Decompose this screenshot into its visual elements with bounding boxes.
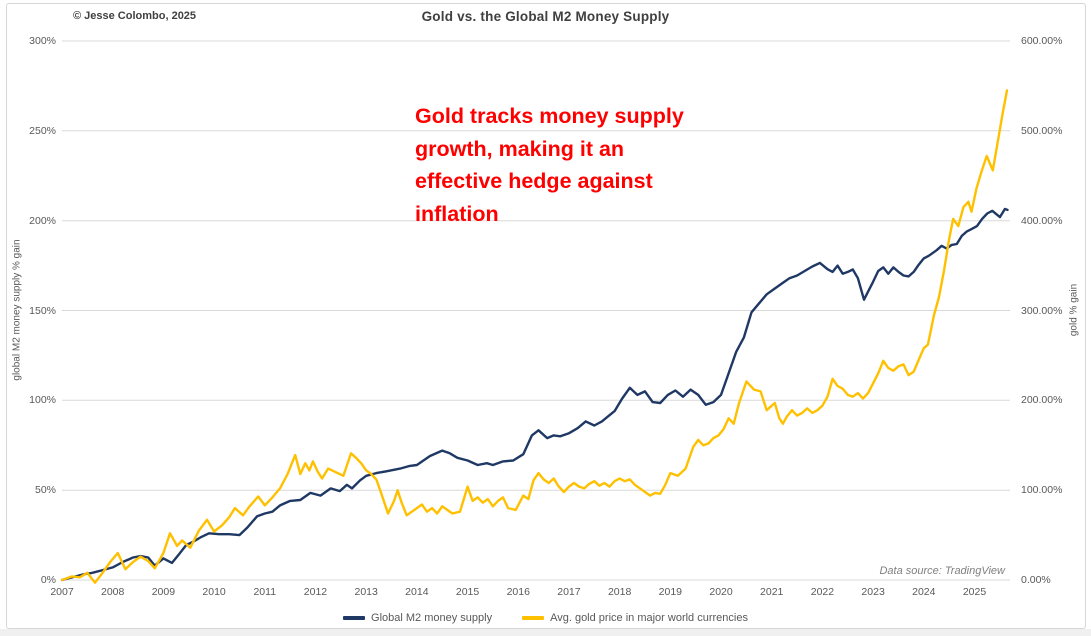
x-axis-tick-label: 2024 [912, 586, 936, 598]
x-axis-tick-label: 2017 [557, 586, 581, 598]
x-axis-tick-label: 2013 [354, 586, 378, 598]
left-axis-tick-label: 300% [29, 35, 56, 47]
annotation-line: growth, making it an [415, 136, 625, 161]
m2-line [60, 207, 1009, 582]
x-axis-tick-label: 2018 [607, 586, 632, 598]
left-axis-tick-label: 200% [29, 214, 56, 227]
chart-frame [6, 3, 1086, 629]
legend-item-gold: Avg. gold price in major world currencie… [522, 612, 748, 624]
right-axis-tick-label: 0.00% [1021, 574, 1051, 586]
left-axis-tick-label: 50% [34, 484, 56, 497]
x-axis-tick-label: 2012 [303, 586, 328, 598]
annotation-text: Gold tracks money supply growth, making … [415, 100, 745, 230]
annotation-line: Gold tracks money supply [415, 104, 684, 128]
left-axis-tick-label: 250% [29, 124, 56, 137]
right-axis-title: gold % gain [1068, 283, 1080, 337]
legend-label-gold: Avg. gold price in major world currencie… [550, 612, 748, 624]
x-axis-tick-label: 2011 [253, 586, 277, 598]
left-axis-tick-label: 0% [40, 574, 56, 586]
x-axis-tick-label: 2023 [861, 586, 885, 598]
x-axis-tick-label: 2016 [506, 586, 530, 598]
right-axis-tick-label: 600.00% [1021, 35, 1063, 47]
legend: Global M2 money supply Avg. gold price i… [0, 610, 1091, 626]
x-axis-tick-label: 2010 [202, 586, 226, 598]
x-axis-tick-label: 2022 [810, 586, 835, 598]
annotation-line: effective hedge against [415, 169, 653, 193]
right-axis-tick-label: 300.00% [1021, 304, 1063, 317]
x-axis-tick-label: 2007 [50, 586, 74, 598]
legend-label-m2: Global M2 money supply [371, 612, 493, 624]
x-axis-tick-label: 2021 [760, 586, 784, 598]
x-axis-tick-label: 2025 [962, 586, 987, 598]
m2-line-swatch [343, 616, 366, 620]
annotation-line: inflation [415, 201, 499, 226]
chart-title: Gold vs. the Global M2 Money Supply [421, 9, 670, 24]
bottom-strip [0, 629, 1091, 636]
gold-line-swatch [522, 616, 545, 620]
right-axis-tick-label: 500.00% [1021, 124, 1063, 137]
x-axis-tick-label: 2015 [455, 586, 480, 598]
x-axis-tick-label: 2008 [101, 586, 125, 598]
right-axis-tick-label: 100.00% [1021, 484, 1063, 497]
gold-line [60, 89, 1009, 584]
left-axis-tick-label: 150% [29, 304, 56, 317]
left-axis-tick-label: 100% [29, 394, 56, 407]
legend-item-m2: Global M2 money supply [343, 612, 492, 624]
data-source-note: Data source: TradingView [879, 565, 1005, 577]
right-axis-tick-label: 200.00% [1021, 394, 1063, 407]
x-axis-tick-label: 2014 [405, 586, 429, 598]
right-axis-tick-label: 400.00% [1021, 214, 1063, 227]
x-axis-tick-label: 2019 [658, 586, 683, 598]
copyright-text: © Jesse Colombo, 2025 [73, 10, 197, 22]
x-axis-tick-label: 2009 [151, 586, 176, 598]
x-axis-tick-label: 2020 [709, 586, 733, 598]
